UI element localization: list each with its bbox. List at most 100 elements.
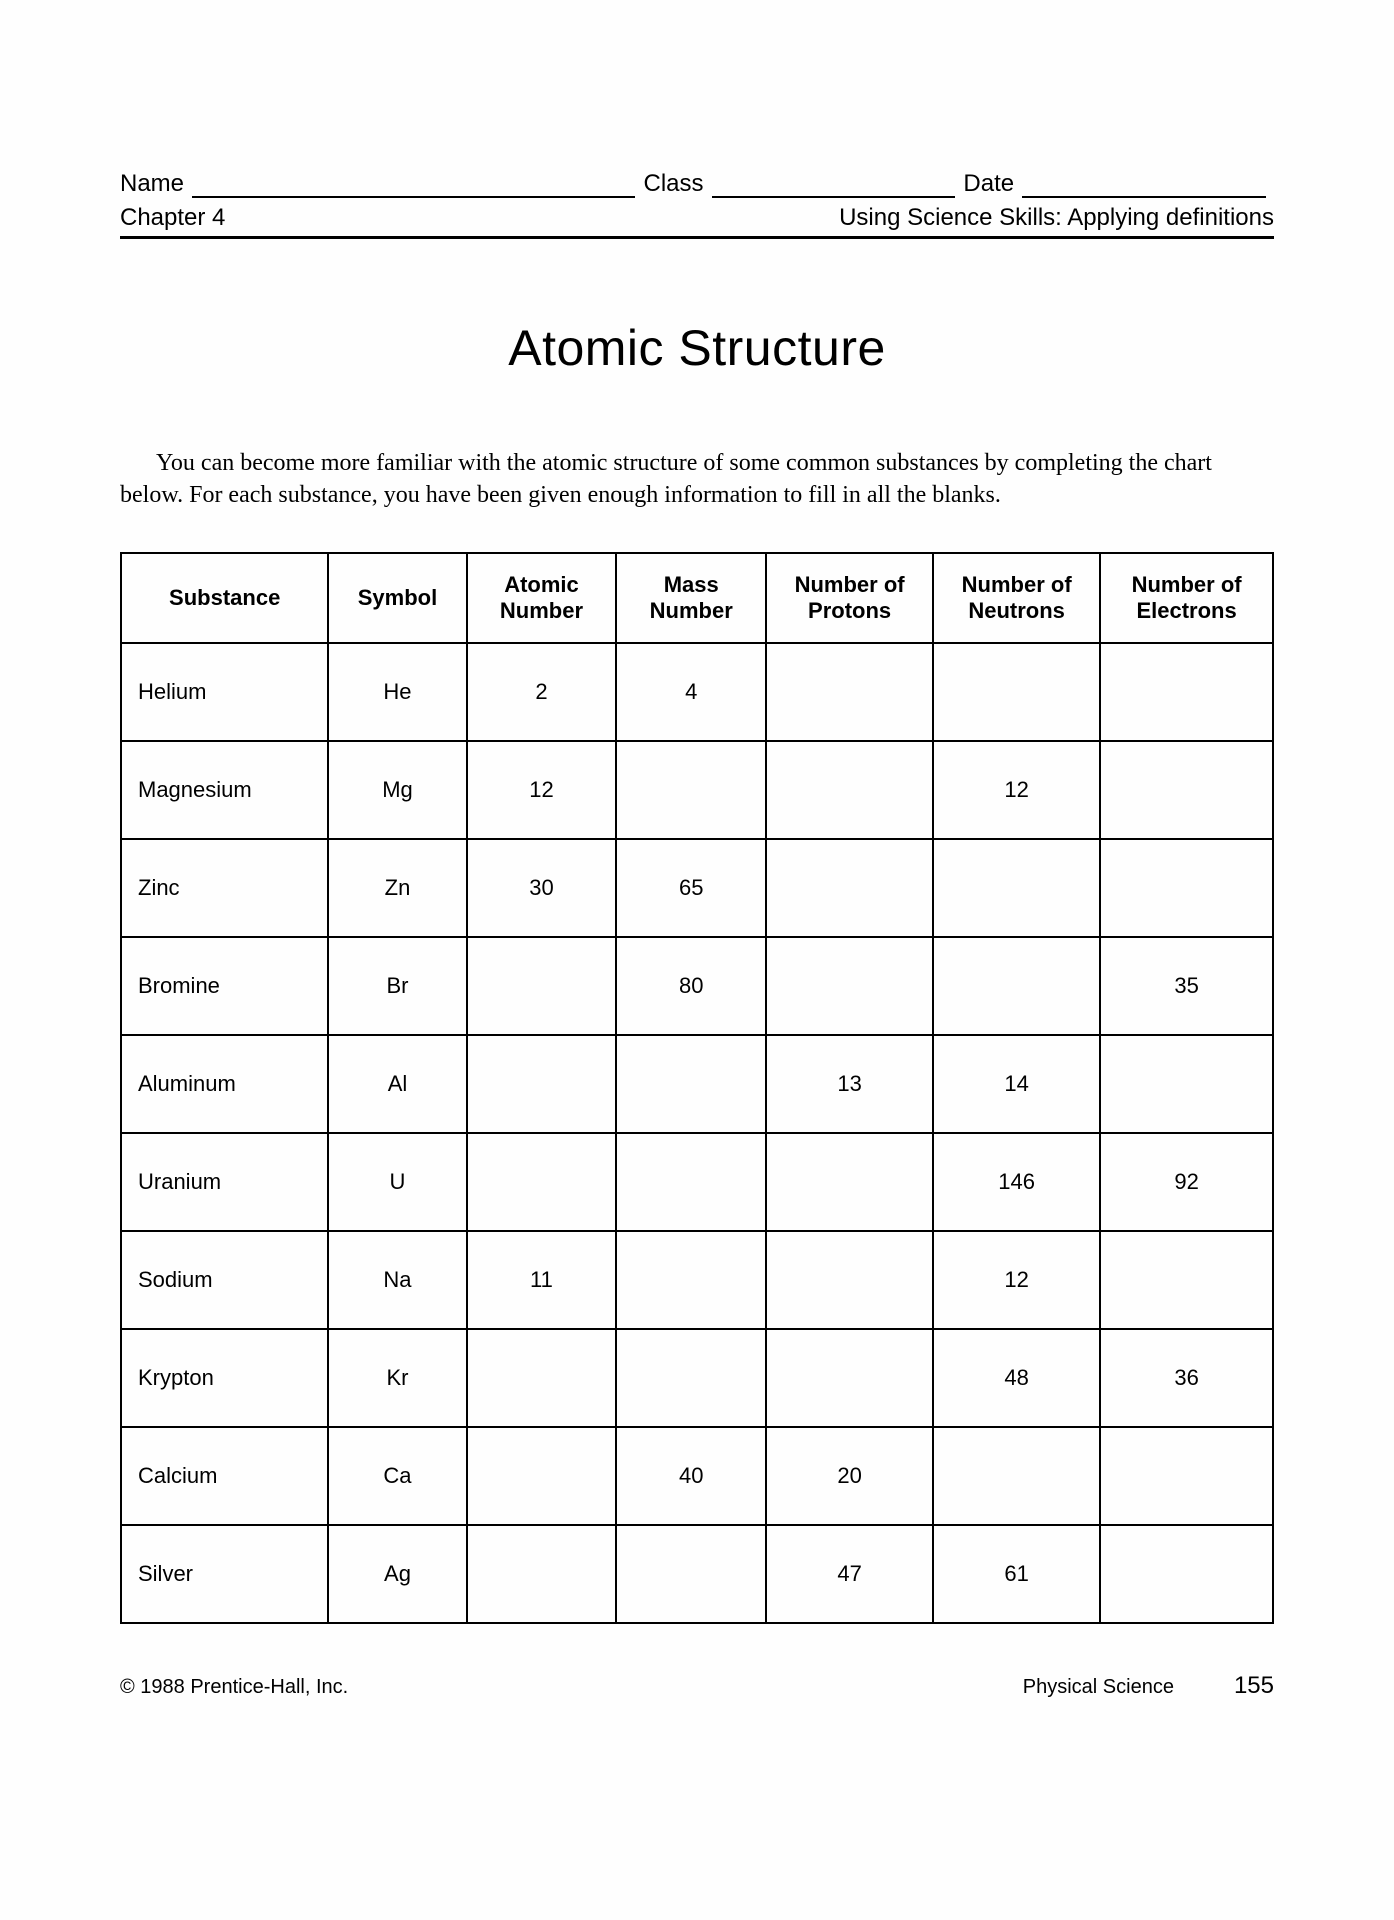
data-cell[interactable] bbox=[1100, 1231, 1273, 1329]
data-cell: 4 bbox=[616, 643, 766, 741]
data-cell[interactable] bbox=[766, 839, 933, 937]
name-blank[interactable] bbox=[192, 174, 635, 198]
table-header-cell: Substance bbox=[121, 553, 328, 643]
data-cell[interactable] bbox=[1100, 741, 1273, 839]
data-cell: Ag bbox=[328, 1525, 466, 1623]
data-cell: 35 bbox=[1100, 937, 1273, 1035]
data-cell: 12 bbox=[933, 1231, 1100, 1329]
page-footer: © 1988 Prentice-Hall, Inc. Physical Scie… bbox=[120, 1672, 1274, 1700]
data-cell: Br bbox=[328, 937, 466, 1035]
data-cell[interactable] bbox=[933, 1427, 1100, 1525]
data-cell: Na bbox=[328, 1231, 466, 1329]
data-cell[interactable] bbox=[616, 1525, 766, 1623]
class-blank[interactable] bbox=[712, 174, 956, 198]
data-cell: 12 bbox=[467, 741, 617, 839]
data-cell[interactable] bbox=[933, 643, 1100, 741]
table-row: KryptonKr 4836 bbox=[121, 1329, 1273, 1427]
data-cell: 48 bbox=[933, 1329, 1100, 1427]
substance-cell: Calcium bbox=[121, 1427, 328, 1525]
substance-cell: Uranium bbox=[121, 1133, 328, 1231]
data-cell[interactable] bbox=[766, 643, 933, 741]
table-header-cell: Number of Neutrons bbox=[933, 553, 1100, 643]
data-cell[interactable] bbox=[1100, 1035, 1273, 1133]
data-cell[interactable] bbox=[1100, 839, 1273, 937]
data-cell[interactable] bbox=[616, 741, 766, 839]
data-cell[interactable] bbox=[467, 1035, 617, 1133]
substance-cell: Helium bbox=[121, 643, 328, 741]
data-cell: 61 bbox=[933, 1525, 1100, 1623]
data-cell[interactable] bbox=[616, 1329, 766, 1427]
table-row: HeliumHe24 bbox=[121, 643, 1273, 741]
data-cell: 146 bbox=[933, 1133, 1100, 1231]
table-header-cell: Atomic Number bbox=[467, 553, 617, 643]
data-cell[interactable] bbox=[766, 937, 933, 1035]
table-row: ZincZn3065 bbox=[121, 839, 1273, 937]
data-cell[interactable] bbox=[616, 1231, 766, 1329]
table-header-cell: Symbol bbox=[328, 553, 466, 643]
data-cell[interactable] bbox=[467, 1133, 617, 1231]
table-row: MagnesiumMg1212 bbox=[121, 741, 1273, 839]
substance-cell: Zinc bbox=[121, 839, 328, 937]
data-cell: Zn bbox=[328, 839, 466, 937]
data-cell: 14 bbox=[933, 1035, 1100, 1133]
table-row: AluminumAl1314 bbox=[121, 1035, 1273, 1133]
data-cell[interactable] bbox=[467, 1525, 617, 1623]
data-cell[interactable] bbox=[766, 741, 933, 839]
data-cell[interactable] bbox=[766, 1231, 933, 1329]
data-cell[interactable] bbox=[467, 1427, 617, 1525]
data-cell: 36 bbox=[1100, 1329, 1273, 1427]
table-row: SodiumNa1112 bbox=[121, 1231, 1273, 1329]
table-header-cell: Number of Electrons bbox=[1100, 553, 1273, 643]
table-row: CalciumCa 4020 bbox=[121, 1427, 1273, 1525]
skill-label: Using Science Skills: Applying definitio… bbox=[839, 204, 1274, 232]
data-cell[interactable] bbox=[766, 1133, 933, 1231]
date-label: Date bbox=[963, 170, 1014, 198]
data-cell: 2 bbox=[467, 643, 617, 741]
data-cell[interactable] bbox=[766, 1329, 933, 1427]
data-cell: 11 bbox=[467, 1231, 617, 1329]
table-row: SilverAg 4761 bbox=[121, 1525, 1273, 1623]
table-header-cell: Mass Number bbox=[616, 553, 766, 643]
data-cell[interactable] bbox=[467, 937, 617, 1035]
table-row: BromineBr 80 35 bbox=[121, 937, 1273, 1035]
copyright-text: © 1988 Prentice-Hall, Inc. bbox=[120, 1676, 348, 1699]
data-cell: He bbox=[328, 643, 466, 741]
page-number: 155 bbox=[1234, 1672, 1274, 1700]
data-cell: U bbox=[328, 1133, 466, 1231]
data-cell[interactable] bbox=[616, 1133, 766, 1231]
table-row: UraniumU14692 bbox=[121, 1133, 1273, 1231]
data-cell: 20 bbox=[766, 1427, 933, 1525]
data-cell: 30 bbox=[467, 839, 617, 937]
data-cell[interactable] bbox=[467, 1329, 617, 1427]
data-cell[interactable] bbox=[616, 1035, 766, 1133]
substance-cell: Magnesium bbox=[121, 741, 328, 839]
substance-cell: Aluminum bbox=[121, 1035, 328, 1133]
data-cell: 47 bbox=[766, 1525, 933, 1623]
data-cell: 65 bbox=[616, 839, 766, 937]
data-cell: Kr bbox=[328, 1329, 466, 1427]
date-blank[interactable] bbox=[1022, 174, 1266, 198]
data-cell: 80 bbox=[616, 937, 766, 1035]
substance-cell: Bromine bbox=[121, 937, 328, 1035]
header-fields: Name Class Date bbox=[120, 170, 1274, 198]
substance-cell: Silver bbox=[121, 1525, 328, 1623]
chapter-label: Chapter 4 bbox=[120, 204, 225, 232]
intro-text: You can become more familiar with the at… bbox=[120, 447, 1274, 512]
data-cell: Ca bbox=[328, 1427, 466, 1525]
substance-cell: Krypton bbox=[121, 1329, 328, 1427]
data-cell: Al bbox=[328, 1035, 466, 1133]
data-cell: Mg bbox=[328, 741, 466, 839]
data-cell[interactable] bbox=[1100, 643, 1273, 741]
data-cell[interactable] bbox=[933, 937, 1100, 1035]
atomic-structure-table: SubstanceSymbolAtomic NumberMass NumberN… bbox=[120, 552, 1274, 1624]
subheader: Chapter 4 Using Science Skills: Applying… bbox=[120, 204, 1274, 239]
table-header-cell: Number of Protons bbox=[766, 553, 933, 643]
data-cell: 40 bbox=[616, 1427, 766, 1525]
subject-text: Physical Science bbox=[1023, 1676, 1174, 1699]
worksheet-page: Name Class Date Chapter 4 Using Science … bbox=[0, 0, 1394, 1920]
data-cell[interactable] bbox=[933, 839, 1100, 937]
table-header-row: SubstanceSymbolAtomic NumberMass NumberN… bbox=[121, 553, 1273, 643]
page-title: Atomic Structure bbox=[120, 319, 1274, 377]
data-cell[interactable] bbox=[1100, 1427, 1273, 1525]
data-cell[interactable] bbox=[1100, 1525, 1273, 1623]
